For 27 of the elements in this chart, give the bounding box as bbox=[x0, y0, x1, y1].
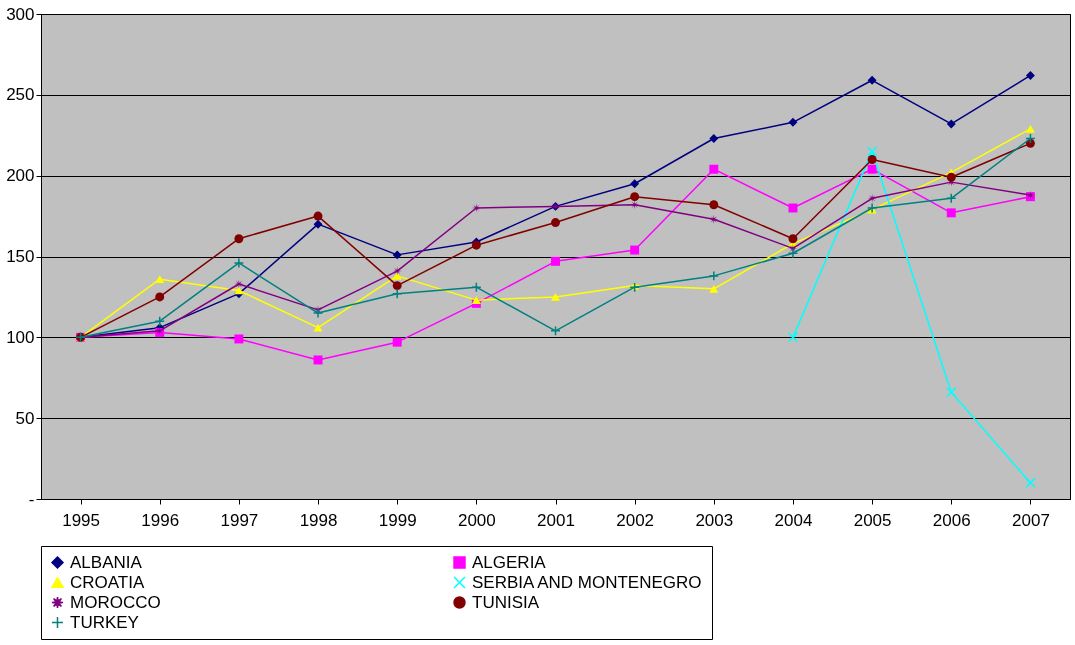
legend-label: ALGERIA bbox=[472, 552, 547, 572]
y-tick-label: 50 bbox=[15, 408, 35, 428]
legend-label: SERBIA AND MONTENEGRO bbox=[472, 572, 702, 592]
y-tick-label: 200 bbox=[6, 166, 35, 186]
x-tick-label: 1998 bbox=[299, 510, 338, 530]
legend-label: MOROCCO bbox=[70, 592, 161, 612]
x-tick-label: 2006 bbox=[932, 510, 971, 530]
legend-label: TUNISIA bbox=[472, 592, 540, 612]
x-tick-label: 2005 bbox=[853, 510, 892, 530]
x-tick-label: 1995 bbox=[62, 510, 100, 530]
x-tick-label: 2000 bbox=[457, 510, 496, 530]
legend-label: TURKEY bbox=[70, 612, 139, 632]
legend-label: ALBANIA bbox=[70, 552, 143, 572]
x-tick-label: 2002 bbox=[616, 510, 655, 530]
x-tick-label: 1996 bbox=[141, 510, 180, 530]
y-tick-label: - bbox=[28, 489, 35, 509]
y-tick-label: 250 bbox=[6, 85, 35, 105]
x-tick-label: 1999 bbox=[378, 510, 417, 530]
x-tick-label: 2001 bbox=[537, 510, 575, 530]
x-tick-label: 2007 bbox=[1012, 510, 1050, 530]
x-tick-label: 2003 bbox=[695, 510, 734, 530]
y-tick-label: 300 bbox=[6, 4, 35, 24]
x-tick-label: 1997 bbox=[220, 510, 259, 530]
x-tick-label: 2004 bbox=[774, 510, 813, 530]
y-tick-label: 150 bbox=[6, 247, 35, 266]
y-tick-label: 100 bbox=[6, 327, 35, 347]
legend-label: CROATIA bbox=[70, 572, 145, 592]
